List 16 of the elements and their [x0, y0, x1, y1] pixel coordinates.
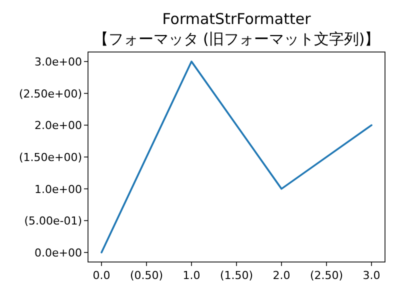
y-tick-label: 0.0e+00 [34, 246, 82, 260]
line-series [100, 60, 372, 254]
y-tick-label: (1.50e+00) [18, 151, 82, 164]
x-tick-label: 3.0 [362, 269, 380, 282]
chart-title: FormatStrFormatter 【フォーマッタ (旧フォーマット文字列)】 [93, 10, 380, 48]
y-tick-label: (5.00e-01) [24, 214, 82, 228]
y-tick-label: (2.50e+00) [18, 87, 82, 100]
x-tick-label: 0.0 [92, 269, 110, 282]
y-tick-label: 1.0e+00 [34, 182, 82, 196]
y-tick-label: 3.0e+00 [34, 56, 82, 69]
x-tick-label: (1.50) [220, 269, 254, 282]
x-tick-label: 1.0 [182, 269, 200, 282]
x-tick-label: (0.50) [130, 269, 164, 282]
x-tick-label: 2.0 [272, 269, 290, 282]
x-tick-label: (2.50) [310, 269, 344, 282]
y-tick-label: 2.0e+00 [34, 119, 82, 132]
